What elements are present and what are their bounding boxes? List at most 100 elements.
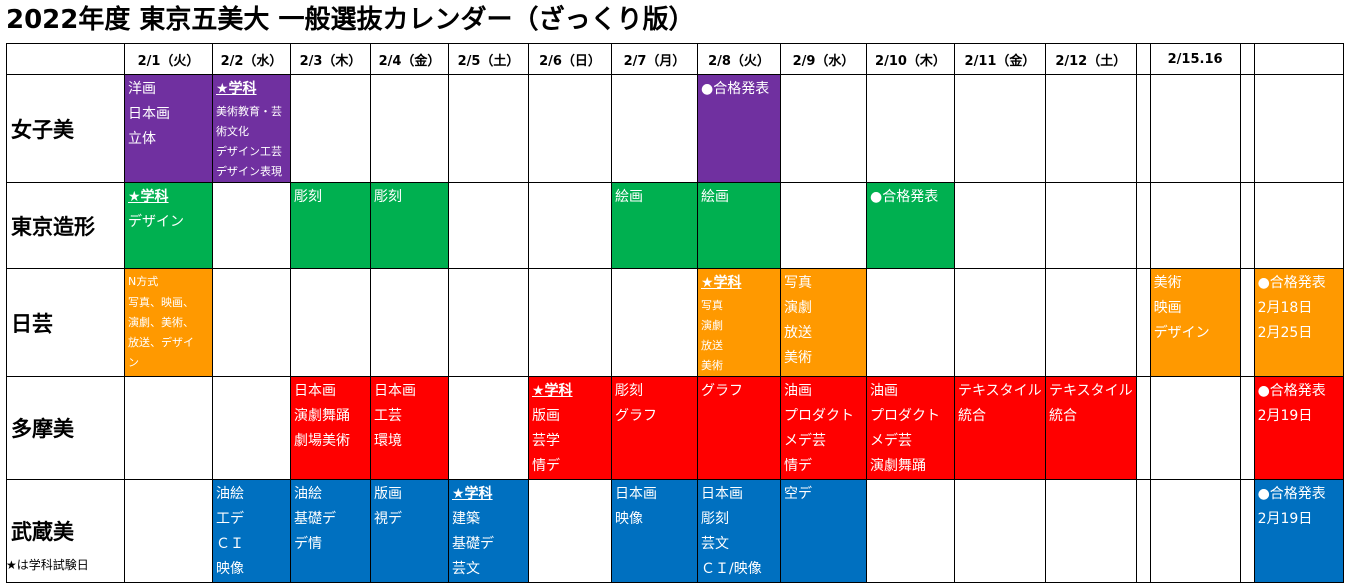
department-label: 日本画: [701, 486, 743, 502]
department-label: 放送、デザイ: [128, 336, 194, 349]
date-header: 2/9（水）: [780, 43, 867, 75]
empty-cell: [124, 376, 213, 480]
department-label: N方式: [128, 275, 159, 288]
empty-cell: [1239, 479, 1255, 583]
department-label: 日本画: [128, 106, 170, 122]
university-name: 多摩美: [6, 376, 125, 480]
empty-cell: [780, 74, 867, 183]
empty-cell: [866, 74, 955, 183]
empty-cell: [528, 268, 612, 377]
date-header: 2/11（金）: [954, 43, 1046, 75]
department-label: 2月25日: [1257, 325, 1313, 341]
empty-cell: [1135, 74, 1151, 183]
schedule-cell: ★学科 版画 芸学 情デ: [528, 376, 612, 480]
department-label: 2月19日: [1257, 408, 1313, 424]
department-label: 工デ: [216, 511, 244, 527]
empty-cell: [1149, 479, 1241, 583]
department-label: 彫刻: [701, 511, 729, 527]
department-label: テキスタイル: [1049, 383, 1133, 399]
department-label: 放送: [784, 325, 812, 341]
department-label: 情デ: [532, 458, 560, 474]
schedule-cell: 彫刻 グラフ: [611, 376, 698, 480]
empty-cell: [124, 479, 213, 583]
date-header: 2/7（月）: [611, 43, 698, 75]
university-name: 東京造形: [6, 182, 125, 269]
empty-cell: [212, 268, 291, 377]
department-label: 日本画: [294, 383, 336, 399]
schedule-cell: 日本画彫刻芸文 ＣＩ/映像: [697, 479, 781, 583]
department-label: 統合: [958, 408, 986, 424]
schedule-cell: ★学科 建築 基礎デ 芸文: [448, 479, 529, 583]
department-label: 工芸: [374, 408, 402, 424]
schedule-cell: ●合格発表 2月19日: [1253, 479, 1344, 583]
department-label: 油絵: [216, 486, 244, 502]
empty-cell: [1239, 376, 1255, 480]
schedule-cell: 日本画 工芸 環境: [370, 376, 449, 480]
university-name: 女子美: [6, 74, 125, 183]
date-header: 2/10（木）: [866, 43, 955, 75]
schedule-cell: ★学科 デザイン: [124, 182, 213, 269]
department-label: テキスタイル: [958, 383, 1042, 399]
empty-cell: [1149, 74, 1241, 183]
department-label: 版画: [532, 408, 560, 424]
department-label: 建築: [452, 511, 480, 527]
department-label: 絵画: [615, 189, 643, 205]
department-label: 写真: [784, 275, 812, 291]
empty-cell: [448, 182, 529, 269]
department-label: 芸文: [701, 536, 729, 552]
empty-cell: [212, 376, 291, 480]
announcement-label: ●合格発表: [1257, 486, 1326, 502]
subject-exam-label: ★学科: [701, 275, 742, 291]
date-header-row: 2/1（火） 2/2（水） 2/3（木） 2/4（金） 2/5（土） 2/6（日） 2/7（…: [6, 43, 1344, 75]
empty-cell: [1135, 376, 1151, 480]
department-label: 彫刻: [374, 189, 402, 205]
department-label: 演劇舞踊: [294, 408, 350, 424]
date-header: [1135, 43, 1151, 75]
empty-cell: [611, 74, 698, 183]
empty-cell: [1045, 74, 1137, 183]
exam-calendar-table: 2/1（火） 2/2（水） 2/3（木） 2/4（金） 2/5（土） 2/6（日） 2/7（…: [6, 43, 1344, 583]
empty-cell: [1135, 268, 1151, 377]
department-label: 映画: [1153, 300, 1182, 316]
empty-cell: [212, 182, 291, 269]
announcement-label: ●合格発表: [1257, 383, 1326, 399]
department-label: ＣＩ/映像: [701, 561, 762, 577]
empty-cell: [448, 74, 529, 183]
empty-cell: [1045, 479, 1137, 583]
empty-cell: [290, 268, 371, 377]
department-label: 写真、映画、: [128, 296, 194, 309]
department-label: 基礎デ: [294, 511, 336, 527]
department-label: 演劇: [701, 319, 723, 332]
department-label: 2月18日: [1257, 300, 1313, 316]
empty-cell: [290, 74, 371, 183]
schedule-cell: 洋画 日本画 立体: [124, 74, 213, 183]
department-label: 環境: [374, 433, 402, 449]
department-label: 演劇、美術、: [128, 316, 194, 329]
empty-cell: [611, 268, 698, 377]
empty-cell: [954, 74, 1046, 183]
department-label: 芸文: [452, 561, 480, 577]
department-label: 日本画: [374, 383, 416, 399]
department-label: 2月19日: [1257, 511, 1313, 527]
empty-cell: [1045, 268, 1137, 377]
department-label: 洋画: [128, 81, 156, 97]
announcement-label: ●合格発表: [870, 189, 939, 205]
schedule-cell: テキスタイル 統合: [954, 376, 1046, 480]
subject-exam-label: ★学科: [128, 189, 169, 205]
empty-cell: [1149, 182, 1241, 269]
schedule-cell: 絵画: [611, 182, 698, 269]
schedule-cell: 油絵 工デ ＣＩ 映像: [212, 479, 291, 583]
department-label: 油絵: [294, 486, 322, 502]
date-header: 2/1（火）: [124, 43, 213, 75]
empty-cell: [1149, 376, 1241, 480]
empty-cell: [1135, 479, 1151, 583]
university-row: 女子美 洋画 日本画 立体 ★学科 美術教育・芸 術文化 デザイン工芸 デザイン表現 ●合格発表: [6, 74, 1344, 183]
empty-cell: [954, 268, 1046, 377]
schedule-cell: 油絵 基礎デ デ情: [290, 479, 371, 583]
schedule-cell: ●合格発表: [866, 182, 955, 269]
schedule-cell: ●合格発表: [697, 74, 781, 183]
university-row: 武蔵美 油絵 工デ ＣＩ 映像 油絵 基礎デ デ情 版画 視デ ★学科 建築 基礎デ 芸文 日本画 映像 日本画…: [6, 479, 1344, 583]
schedule-cell: テキスタイル 統合: [1045, 376, 1137, 480]
department-label: 美術教育・芸: [216, 105, 282, 118]
footnote: ★は学科試験日: [6, 558, 89, 572]
